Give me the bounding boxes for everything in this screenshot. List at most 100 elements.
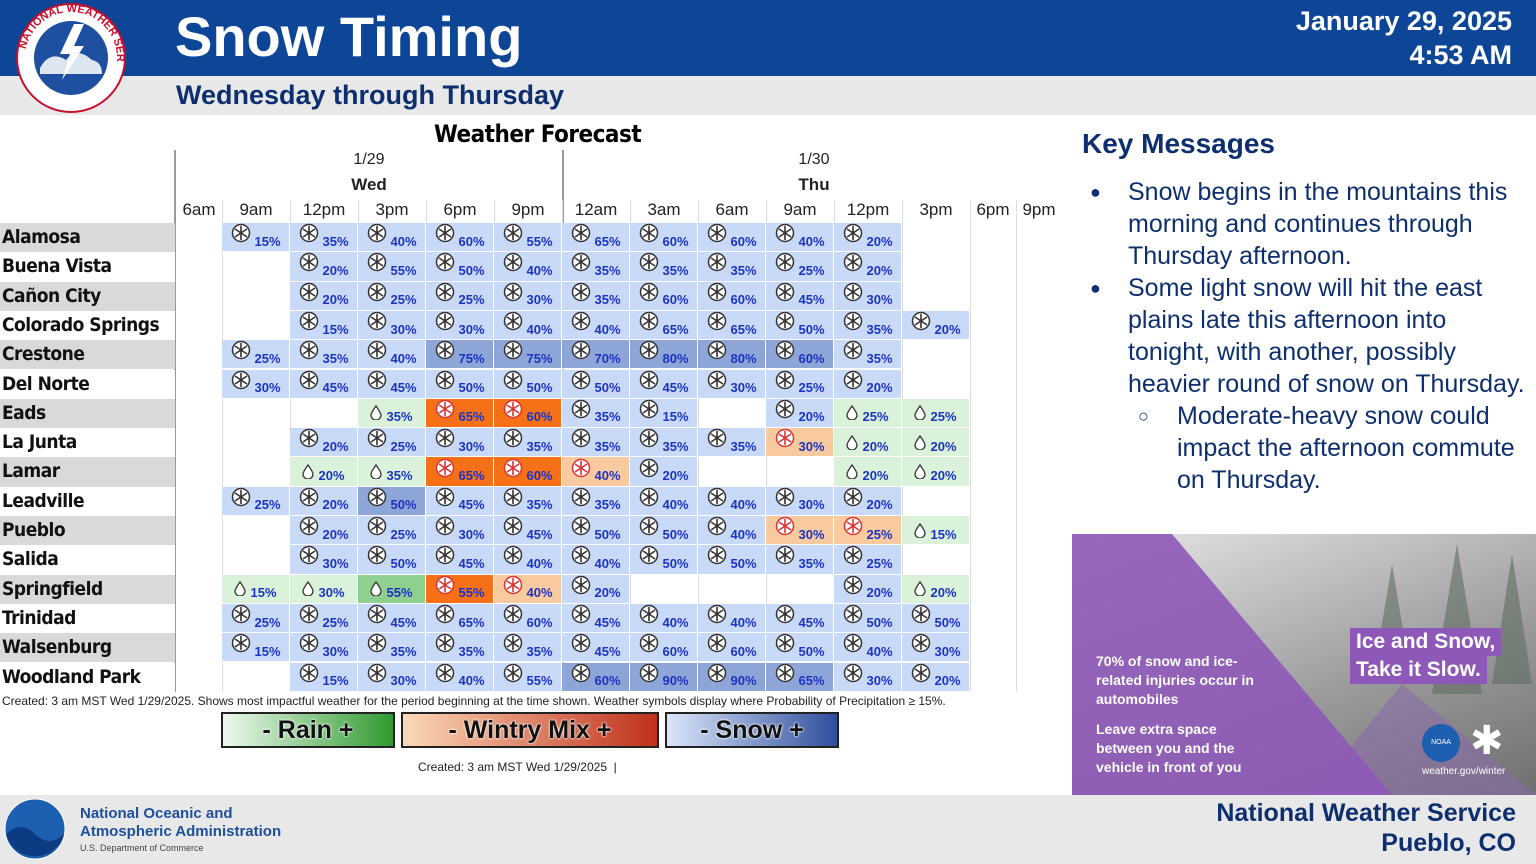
pop-label: 35% xyxy=(390,643,417,659)
cell: 45% xyxy=(562,633,630,663)
pop-label: 30% xyxy=(798,526,825,542)
cell: 60% xyxy=(698,223,766,253)
hour-label: 9pm xyxy=(511,200,545,219)
bullet-text: Some light snow will hit the east plains… xyxy=(1128,274,1525,398)
cell: 35% xyxy=(698,428,766,458)
cell: 35% xyxy=(562,252,630,282)
pop-label: 50% xyxy=(526,380,553,396)
pop-label: 40% xyxy=(390,350,417,366)
cell: 20% xyxy=(834,486,902,516)
pop-label: 35% xyxy=(594,438,621,454)
hour-label: 6pm xyxy=(443,200,477,219)
org-line: National Oceanic and xyxy=(80,805,233,822)
forecast-title: Weather Forecast xyxy=(434,120,642,148)
cell: 20% xyxy=(902,428,970,458)
pop-label: 25% xyxy=(930,409,957,425)
cell: 40% xyxy=(834,633,902,663)
pop-label: 45% xyxy=(390,380,417,396)
cell: 20% xyxy=(630,457,698,487)
promo-url: weather.gov/winter xyxy=(1422,766,1506,777)
cell: 60% xyxy=(494,603,562,634)
cell: 30% xyxy=(902,633,970,663)
pop-label: 90% xyxy=(662,673,689,689)
cell: 20% xyxy=(902,574,970,604)
subtitle-bar xyxy=(0,76,1536,115)
pop-label: 60% xyxy=(798,350,825,366)
cell: 40% xyxy=(766,223,834,253)
cell: 30% xyxy=(426,310,494,341)
hour-label: 6am xyxy=(182,200,216,219)
cell: 20% xyxy=(562,574,630,604)
cell: 40% xyxy=(494,545,562,575)
cell: 35% xyxy=(630,428,698,458)
pop-label: 45% xyxy=(798,292,825,308)
cell: 35% xyxy=(698,252,766,282)
cell: 25% xyxy=(222,486,290,516)
cell: 30% xyxy=(698,369,766,399)
pop-label: 60% xyxy=(730,233,757,249)
pop-label: 45% xyxy=(526,526,553,542)
pop-label: 20% xyxy=(866,262,893,278)
pop-label: 25% xyxy=(254,614,281,630)
pop-label: 60% xyxy=(662,643,689,659)
pop-label: 50% xyxy=(662,526,689,542)
cell: 20% xyxy=(834,252,902,282)
pop-label: 20% xyxy=(930,585,957,601)
cell: 40% xyxy=(562,310,630,341)
pop-label: 65% xyxy=(458,409,485,425)
cell: 55% xyxy=(358,252,426,282)
subtitle: Wednesday through Thursday xyxy=(176,80,565,110)
pop-label: 70% xyxy=(594,350,621,366)
footnote: Created: 3 am MST Wed 1/29/2025. Shows m… xyxy=(2,694,946,708)
location: Pueblo, CO xyxy=(1381,829,1516,857)
pop-label: 40% xyxy=(730,497,757,513)
cell: 30% xyxy=(222,369,290,399)
pop-label: 40% xyxy=(526,555,553,571)
pop-label: 65% xyxy=(458,614,485,630)
row-label: Cañon City xyxy=(0,281,175,311)
pop-label: 65% xyxy=(798,673,825,689)
cell: 40% xyxy=(630,603,698,634)
row-label: Colorado Springs xyxy=(0,310,175,341)
grid-line xyxy=(222,200,223,692)
axis-line xyxy=(174,150,176,692)
cell: 35% xyxy=(834,340,902,370)
pop-label: 30% xyxy=(934,643,961,659)
pop-label: 20% xyxy=(930,468,957,484)
cell: 50% xyxy=(494,369,562,399)
pop-label: 35% xyxy=(798,555,825,571)
cell: 50% xyxy=(766,310,834,341)
cell: 55% xyxy=(494,223,562,253)
cell: 35% xyxy=(358,633,426,663)
cell: 25% xyxy=(358,428,426,458)
cell: 45% xyxy=(358,603,426,634)
hour-label: 12pm xyxy=(846,200,890,219)
cell: 50% xyxy=(698,545,766,575)
cell: 45% xyxy=(766,603,834,634)
cell: 25% xyxy=(290,603,358,634)
row-label: Alamosa xyxy=(0,223,175,253)
pop-label: 45% xyxy=(798,614,825,630)
cell: 80% xyxy=(630,340,698,370)
cell: 30% xyxy=(834,662,902,692)
row-label: Buena Vista xyxy=(0,252,175,282)
date: January 29, 2025 xyxy=(1295,6,1512,36)
sub-bullet: ○ Moderate-heavy snow could impact the af… xyxy=(1138,402,1515,494)
snowflake-icon: ✱ xyxy=(1470,719,1504,763)
pop-label: 35% xyxy=(662,438,689,454)
pop-label: 60% xyxy=(730,643,757,659)
cell: 35% xyxy=(494,486,562,516)
pop-label: 50% xyxy=(458,262,485,278)
pop-label: 20% xyxy=(322,497,349,513)
pop-label: 35% xyxy=(594,409,621,425)
pop-label: 80% xyxy=(730,350,757,366)
cell: 40% xyxy=(358,223,426,253)
pop-label: 45% xyxy=(458,497,485,513)
pop-label: 35% xyxy=(730,438,757,454)
pop-label: 60% xyxy=(662,292,689,308)
noaa-logo xyxy=(4,798,66,860)
pop-label: 30% xyxy=(458,321,485,337)
pop-label: 25% xyxy=(254,350,281,366)
hour-label: 6am xyxy=(715,200,749,219)
